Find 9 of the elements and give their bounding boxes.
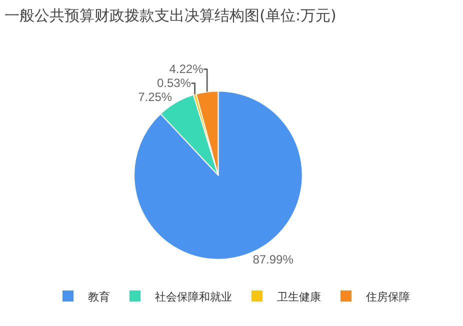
data-label: 7.25% xyxy=(138,90,172,104)
chart-title: 一般公共预算财政拨款支出决算结构图(单位:万元) xyxy=(4,6,336,24)
legend-label: 卫生健康 xyxy=(277,290,321,304)
data-label: 87.99% xyxy=(252,252,294,267)
legend-label: 住房保障 xyxy=(366,290,410,304)
legend-label: 教育 xyxy=(88,290,110,304)
data-label: 4.22% xyxy=(169,62,204,76)
data-label: 0.53% xyxy=(156,76,192,90)
legend-label: 社会保障和就业 xyxy=(155,290,232,304)
